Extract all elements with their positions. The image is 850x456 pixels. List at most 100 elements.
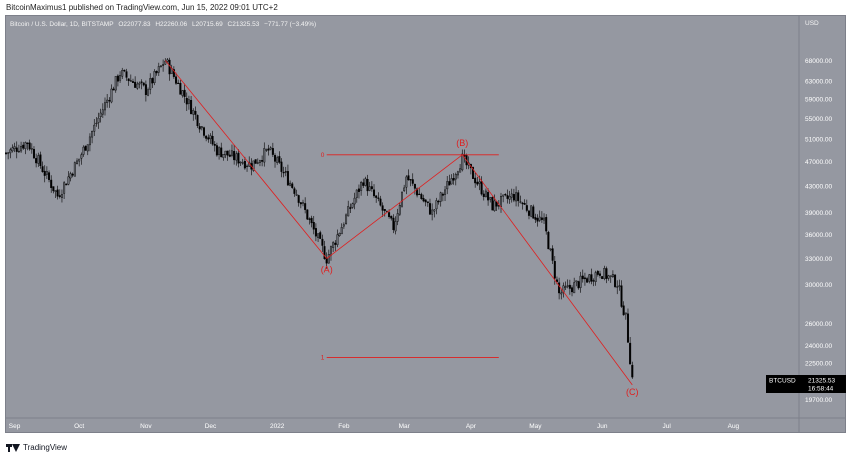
candle: [112, 86, 115, 91]
candle: [37, 152, 40, 167]
candle: [198, 123, 201, 133]
candle: [515, 186, 518, 207]
candle: [487, 188, 490, 206]
candle: [9, 147, 12, 159]
candle: [207, 134, 210, 143]
candle: [230, 144, 233, 158]
candle: [586, 276, 589, 283]
ohlc-close: C21325.53: [227, 21, 260, 28]
candle: [592, 278, 595, 287]
candle: [491, 196, 494, 211]
time-tick-label: 2022: [270, 423, 285, 430]
candle: [545, 214, 548, 235]
candle: [611, 270, 614, 278]
tradingview-logo-icon: [6, 443, 20, 452]
candle: [353, 192, 356, 210]
candle: [166, 58, 169, 64]
candle: [22, 141, 25, 150]
candle: [373, 184, 376, 198]
candle: [32, 146, 35, 159]
candle: [476, 176, 479, 186]
candle: [368, 181, 371, 192]
published-bar: BitcoinMaximus1 published on TradingView…: [0, 0, 850, 15]
candle: [480, 176, 483, 196]
candle: [108, 97, 111, 108]
candle: [351, 202, 354, 209]
candle: [590, 268, 593, 285]
candle: [446, 176, 449, 195]
symbol-legend[interactable]: Bitcoin / U.S. Dollar, 1D, BITSTAMP O220…: [10, 21, 319, 28]
price-tick-label: 19700.00: [805, 397, 832, 404]
candle: [252, 160, 255, 172]
candle: [280, 158, 283, 178]
candle: [452, 173, 455, 185]
candle: [13, 142, 16, 153]
candle: [278, 151, 281, 164]
candle: [605, 266, 608, 284]
candle: [525, 199, 528, 213]
candle: [474, 172, 477, 188]
candle: [575, 280, 578, 287]
candle: [375, 195, 378, 203]
candle: [82, 145, 85, 157]
candle: [366, 174, 369, 196]
candle: [603, 265, 606, 281]
candle: [345, 213, 348, 225]
candle: [472, 166, 475, 179]
price-tick-label: 30000.00: [805, 282, 832, 289]
candle: [304, 197, 307, 214]
candle: [284, 166, 287, 177]
candle: [349, 203, 352, 213]
candle: [103, 97, 106, 116]
tradingview-footer[interactable]: TradingView: [6, 440, 67, 454]
candle: [194, 106, 197, 120]
candle: [532, 204, 535, 219]
candle: [226, 150, 229, 161]
candle: [147, 87, 150, 97]
candle: [213, 141, 216, 152]
candle: [573, 277, 576, 294]
candle: [254, 159, 257, 164]
price-tick-label: 24000.00: [805, 343, 832, 350]
candle: [405, 175, 408, 195]
candle: [401, 191, 404, 208]
candle: [183, 83, 186, 103]
candle: [547, 230, 550, 250]
candle: [97, 112, 100, 129]
candle: [435, 197, 438, 215]
price-tick-label: 68000.00: [805, 58, 832, 65]
candle: [99, 108, 102, 123]
candle: [54, 190, 57, 198]
candle: [422, 194, 425, 203]
candle: [332, 241, 335, 252]
candle: [398, 202, 401, 216]
candle: [177, 79, 180, 85]
candle: [510, 188, 513, 203]
candle: [459, 164, 462, 173]
candle: [196, 114, 199, 128]
last-price-countdown: 16:58:44: [808, 386, 834, 393]
candle: [4, 152, 7, 155]
candle: [536, 214, 539, 227]
candle: [151, 77, 154, 88]
candle: [620, 280, 623, 308]
candle: [58, 189, 61, 199]
candle: [308, 217, 311, 225]
last-price-tag: BTCUSD 21325.53 16:58:44: [766, 375, 846, 393]
candle: [306, 209, 309, 220]
candle: [424, 199, 427, 207]
candle: [123, 69, 126, 73]
candle: [106, 94, 109, 108]
candle: [235, 151, 238, 166]
price-tick-label: 47000.00: [805, 159, 832, 166]
candle: [527, 209, 530, 220]
candle: [323, 240, 326, 260]
candle: [261, 155, 264, 167]
candle: [164, 58, 167, 65]
candle: [136, 81, 139, 90]
last-price-tag-bg: [766, 375, 846, 393]
candle: [95, 117, 98, 127]
candle: [314, 223, 317, 242]
wave-label: (B): [456, 138, 468, 148]
